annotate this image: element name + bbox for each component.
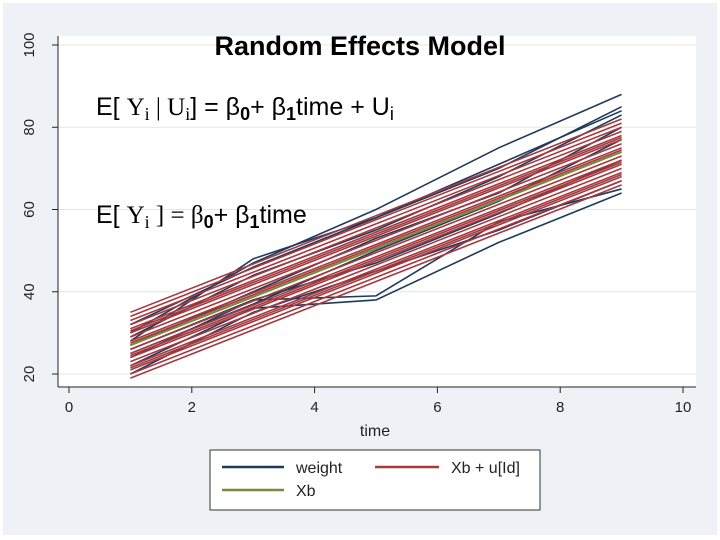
y-tick-label-60: 60: [21, 201, 38, 218]
xb-u-line-14: [130, 175, 622, 371]
y-tick-label-40: 40: [21, 283, 38, 300]
xb-u-line-5: [130, 138, 622, 334]
x-axis-label: time: [360, 423, 390, 440]
xb-u-line-19: [130, 149, 622, 344]
xb-u-line-3: [130, 130, 622, 326]
legend-box: [209, 449, 541, 511]
xb-u-line-13: [130, 171, 622, 367]
y-tick-label-20: 20: [21, 366, 38, 383]
xb-u-line-21: [130, 173, 622, 369]
xb-line: [130, 150, 622, 347]
legend: weight Xb + u[Id] Xb: [209, 449, 541, 511]
xb-u-line-18: [130, 136, 622, 332]
xb-u-line-7: [130, 147, 622, 342]
xb-u-line-6: [130, 142, 622, 338]
legend-label-xb: Xb: [296, 483, 316, 500]
xb-u-line-1: [130, 118, 622, 314]
x-tick-label-6: 6: [433, 399, 441, 416]
xb-u-line-20: [130, 161, 622, 357]
legend-label-weight: weight: [295, 460, 343, 477]
x-tick-label-2: 2: [188, 399, 196, 416]
x-tick-label-8: 8: [556, 399, 564, 416]
x-axis: 0 2 4 6 8 10: [58, 386, 696, 416]
xb-u-line-15: [130, 179, 622, 375]
annotation-conditional: E[ Yi | Ui] = β0+ β1time + Ui: [96, 93, 394, 124]
annotation-marginal: E[ Yi ] = β0+ β1time: [96, 201, 307, 232]
xb-u-line-4: [130, 134, 622, 330]
y-tick-label-80: 80: [21, 119, 38, 136]
xb-u-line-9: [130, 155, 622, 351]
weight-line-6: [130, 110, 622, 326]
chart-title: Random Effects Model: [214, 31, 505, 61]
xb-u-line-2: [130, 126, 622, 322]
weight-line-3: [130, 192, 622, 367]
x-tick-label-0: 0: [65, 399, 73, 416]
y-axis: 20 40 60 80 100: [21, 32, 59, 387]
legend-label-xb-u: Xb + u[Id]: [451, 460, 520, 477]
series-xb-u-id: [130, 118, 622, 379]
xb-u-line-17: [130, 122, 622, 318]
xb-u-line-12: [130, 167, 622, 363]
series-xb: [130, 150, 622, 347]
xb-u-line-16: [130, 184, 622, 379]
y-tick-label-100: 100: [21, 32, 38, 57]
xb-u-line-10: [130, 159, 622, 355]
x-tick-label-4: 4: [310, 399, 318, 416]
x-tick-label-10: 10: [675, 399, 692, 416]
xb-u-line-11: [130, 163, 622, 359]
